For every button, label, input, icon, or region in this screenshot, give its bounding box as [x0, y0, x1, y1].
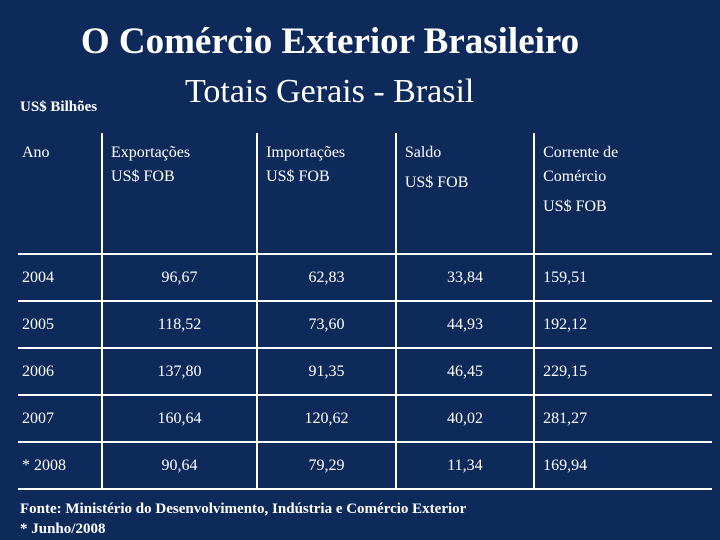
table-row: 2004 96,67 62,83 33,84 159,51 [18, 253, 712, 301]
cell-corrente: 169,94 [533, 441, 712, 490]
date-note: * Junho/2008 [20, 521, 106, 537]
header-corrente: Corrente de Comércio US$ FOB [533, 133, 712, 254]
cell-exportacoes: 96,67 [101, 253, 258, 301]
cell-ano: * 2008 [18, 441, 103, 490]
table-row: 2007 160,64 120,62 40,02 281,27 [18, 394, 712, 442]
cell-importacoes: 73,60 [256, 300, 396, 348]
source-note: Fonte: Ministério do Desenvolvimento, In… [20, 501, 467, 517]
header-saldo: Saldo US$ FOB [394, 133, 535, 254]
cell-importacoes: 62,83 [256, 253, 396, 301]
header-row: Ano Exportações US$ FOB Importações US$ … [18, 133, 712, 254]
cell-exportacoes: 90,64 [101, 441, 258, 490]
unit-label: US$ Bilhões [20, 99, 98, 115]
page-subtitle: Totais Gerais - Brasil [185, 73, 475, 110]
trade-totals-table: Ano Exportações US$ FOB Importações US$ … [18, 133, 712, 490]
cell-saldo: 46,45 [394, 347, 535, 395]
cell-saldo: 40,02 [394, 394, 535, 442]
cell-importacoes: 79,29 [256, 441, 396, 490]
page-title: O Comércio Exterior Brasileiro [80, 21, 580, 62]
table-row: 2006 137,80 91,35 46,45 229,15 [18, 347, 712, 395]
header-ano: Ano [22, 144, 50, 161]
cell-ano: 2005 [18, 300, 103, 348]
cell-saldo: 44,93 [394, 300, 535, 348]
footer-notes: Fonte: Ministério do Desenvolvimento, In… [20, 499, 466, 539]
cell-exportacoes: 137,80 [101, 347, 258, 395]
table-row: 2005 118,52 73,60 44,93 192,12 [18, 300, 712, 348]
cell-exportacoes: 118,52 [101, 300, 258, 348]
cell-corrente: 281,27 [533, 394, 712, 442]
cell-exportacoes: 160,64 [101, 394, 258, 442]
table-row: * 2008 90,64 79,29 11,34 169,94 [18, 441, 712, 490]
cell-saldo: 33,84 [394, 253, 535, 301]
header-exportacoes: Exportações US$ FOB [101, 133, 258, 254]
cell-ano: 2004 [18, 253, 103, 301]
cell-importacoes: 120,62 [256, 394, 396, 442]
cell-importacoes: 91,35 [256, 347, 396, 395]
cell-ano: 2007 [18, 394, 103, 442]
header-importacoes: Importações US$ FOB [256, 133, 396, 254]
cell-corrente: 229,15 [533, 347, 712, 395]
cell-saldo: 11,34 [394, 441, 535, 490]
cell-corrente: 159,51 [533, 253, 712, 301]
cell-ano: 2006 [18, 347, 103, 395]
cell-corrente: 192,12 [533, 300, 712, 348]
